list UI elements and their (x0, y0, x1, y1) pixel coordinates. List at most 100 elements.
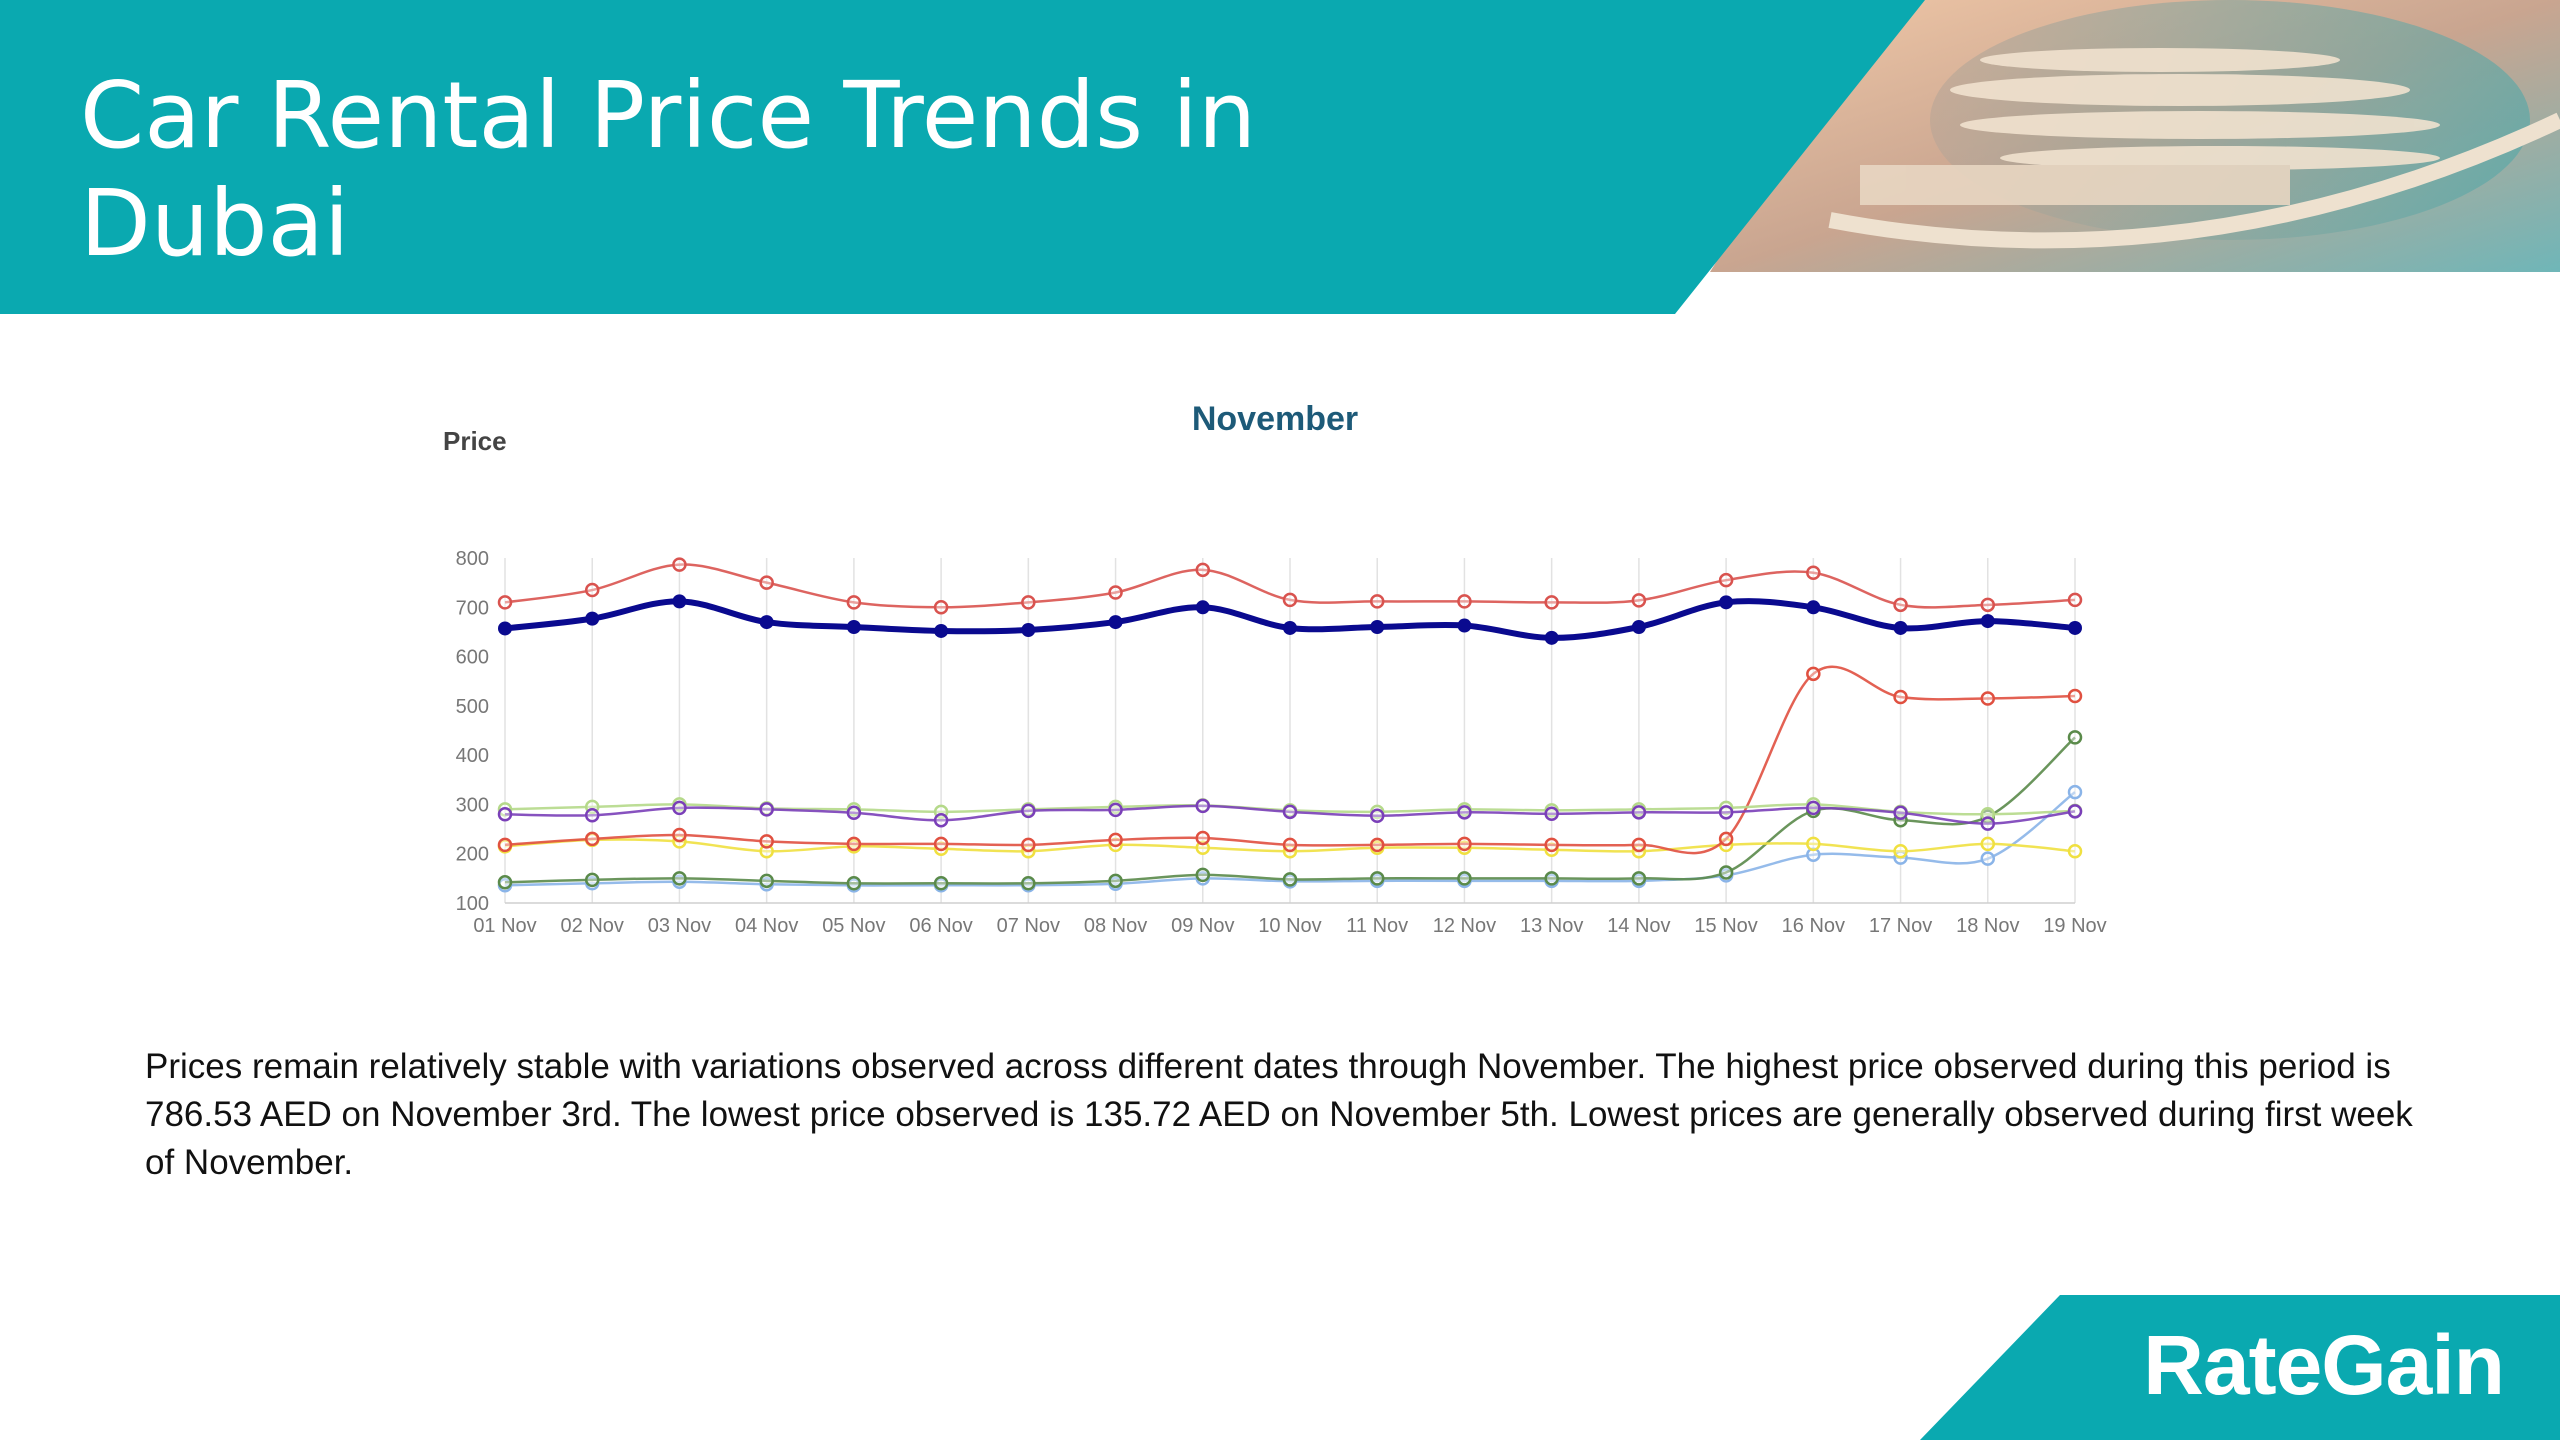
data-point-navy (1021, 622, 1036, 637)
data-point-purple (933, 812, 949, 828)
data-point-navy (1806, 600, 1821, 615)
data-point-red-top (1980, 597, 1996, 613)
data-point-dark-green (846, 876, 862, 891)
data-point-purple (1195, 798, 1211, 814)
data-point-red-top (1806, 565, 1821, 581)
data-point-yellow (1893, 844, 1908, 859)
data-point-purple (1893, 805, 1908, 821)
data-point-yellow (759, 844, 774, 859)
footer-brand-band (1920, 1295, 2560, 1440)
data-point-purple (497, 807, 513, 822)
data-point-red-top (846, 595, 862, 610)
data-point-orange-red (1544, 837, 1559, 853)
x-tick-label: 17 Nov (1869, 915, 1932, 937)
data-point-red-top (1195, 562, 1211, 578)
y-axis-label: Price (443, 426, 507, 456)
data-point-purple (672, 800, 687, 816)
rategain-logo: RateGain (2143, 1318, 2505, 1412)
data-point-dark-green (584, 872, 600, 888)
data-point-purple (1457, 805, 1472, 820)
data-point-red-top (672, 557, 687, 572)
price-trend-chart: November Price 01 Nov 02 Nov 03 Nov 04 Nov 05 … (443, 400, 2107, 937)
data-point-purple (1544, 806, 1559, 822)
data-point-orange-red (2067, 688, 2083, 704)
data-point-navy (846, 620, 861, 634)
data-point-red-top (1021, 595, 1036, 610)
data-point-navy (1893, 620, 1908, 635)
x-tick-label: 18 Nov (1956, 915, 2019, 937)
data-point-dark-green (1631, 871, 1647, 886)
x-tick-label: 13 Nov (1520, 915, 1583, 937)
data-point-dark-green (759, 873, 774, 889)
x-tick-label: 19 Nov (2043, 915, 2106, 937)
data-point-navy (1283, 620, 1297, 635)
data-point-dark-green (933, 876, 949, 891)
data-point-red-top (1457, 594, 1472, 609)
data-point-orange-red (1980, 691, 1996, 706)
data-point-purple (1980, 816, 1996, 831)
x-tick-label: 03 Nov (648, 915, 711, 937)
data-point-orange-red (1021, 837, 1036, 853)
y-tick-label: 800 (456, 548, 489, 570)
data-point-orange-red (846, 836, 862, 852)
data-point-red-top (759, 575, 774, 590)
data-point-purple (1718, 805, 1734, 820)
data-point-red-top (1631, 593, 1647, 608)
data-point-orange-red (1195, 830, 1211, 846)
palm-island-photo (1710, 0, 2560, 272)
data-point-dark-green (2067, 730, 2083, 745)
data-point-purple (1806, 800, 1821, 816)
data-point-purple (584, 808, 600, 823)
x-tick-label: 07 Nov (997, 915, 1060, 937)
x-tick-label: 15 Nov (1694, 915, 1757, 937)
data-point-dark-green (1282, 872, 1298, 887)
x-tick-label: 08 Nov (1084, 915, 1147, 937)
x-tick-label: 04 Nov (735, 915, 798, 937)
data-point-dark-green (1457, 871, 1472, 886)
series-line-light-blue (504, 791, 2076, 887)
x-tick-label: 14 Nov (1607, 915, 1670, 937)
data-point-dark-green (1021, 876, 1036, 891)
data-point-navy (672, 594, 687, 609)
data-point-navy (1719, 595, 1734, 610)
data-point-navy (2068, 620, 2082, 635)
data-point-navy (1195, 600, 1210, 615)
page-title: Car Rental Price Trends in Dubai (80, 62, 1257, 277)
data-point-green-light (1718, 800, 1734, 816)
data-point-orange-red (497, 837, 513, 853)
chart-title: November (1192, 400, 1358, 438)
series-line-purple (504, 804, 2076, 825)
x-tick-label: 01 Nov (473, 915, 536, 937)
summary-paragraph: Prices remain relatively stable with var… (145, 1047, 2413, 1182)
data-point-purple (1108, 802, 1123, 818)
x-tick-label: 05 Nov (822, 915, 885, 937)
data-point-navy (498, 621, 512, 636)
x-tick-label: 02 Nov (561, 915, 624, 937)
data-point-purple (1282, 804, 1298, 820)
data-point-navy (1457, 618, 1472, 633)
data-point-red-top (1369, 594, 1385, 609)
x-tick-label: 06 Nov (909, 915, 972, 937)
data-point-orange-red (933, 836, 949, 852)
series-line-orange-red (504, 665, 2076, 855)
data-point-yellow (2067, 844, 2083, 859)
data-point-yellow (1195, 840, 1211, 856)
data-point-light-blue (1980, 851, 1996, 866)
y-tick-label: 600 (456, 647, 489, 669)
data-point-orange-red (1718, 831, 1734, 847)
data-point-dark-green (1544, 871, 1559, 886)
data-point-orange-red (759, 834, 774, 849)
x-tick-label: 12 Nov (1433, 915, 1496, 937)
data-point-purple (1021, 803, 1036, 819)
y-tick-label: 400 (456, 745, 489, 767)
data-point-purple (2067, 804, 2083, 819)
y-tick-label: 200 (456, 844, 489, 866)
data-point-orange-red (1806, 666, 1821, 682)
data-point-orange-red (1457, 836, 1472, 852)
data-point-navy (585, 611, 600, 626)
data-point-red-top (933, 600, 949, 615)
data-point-dark-green (1108, 873, 1123, 889)
data-point-purple (1631, 805, 1647, 820)
data-point-yellow (1980, 836, 1996, 852)
y-tick-label: 500 (456, 696, 489, 718)
